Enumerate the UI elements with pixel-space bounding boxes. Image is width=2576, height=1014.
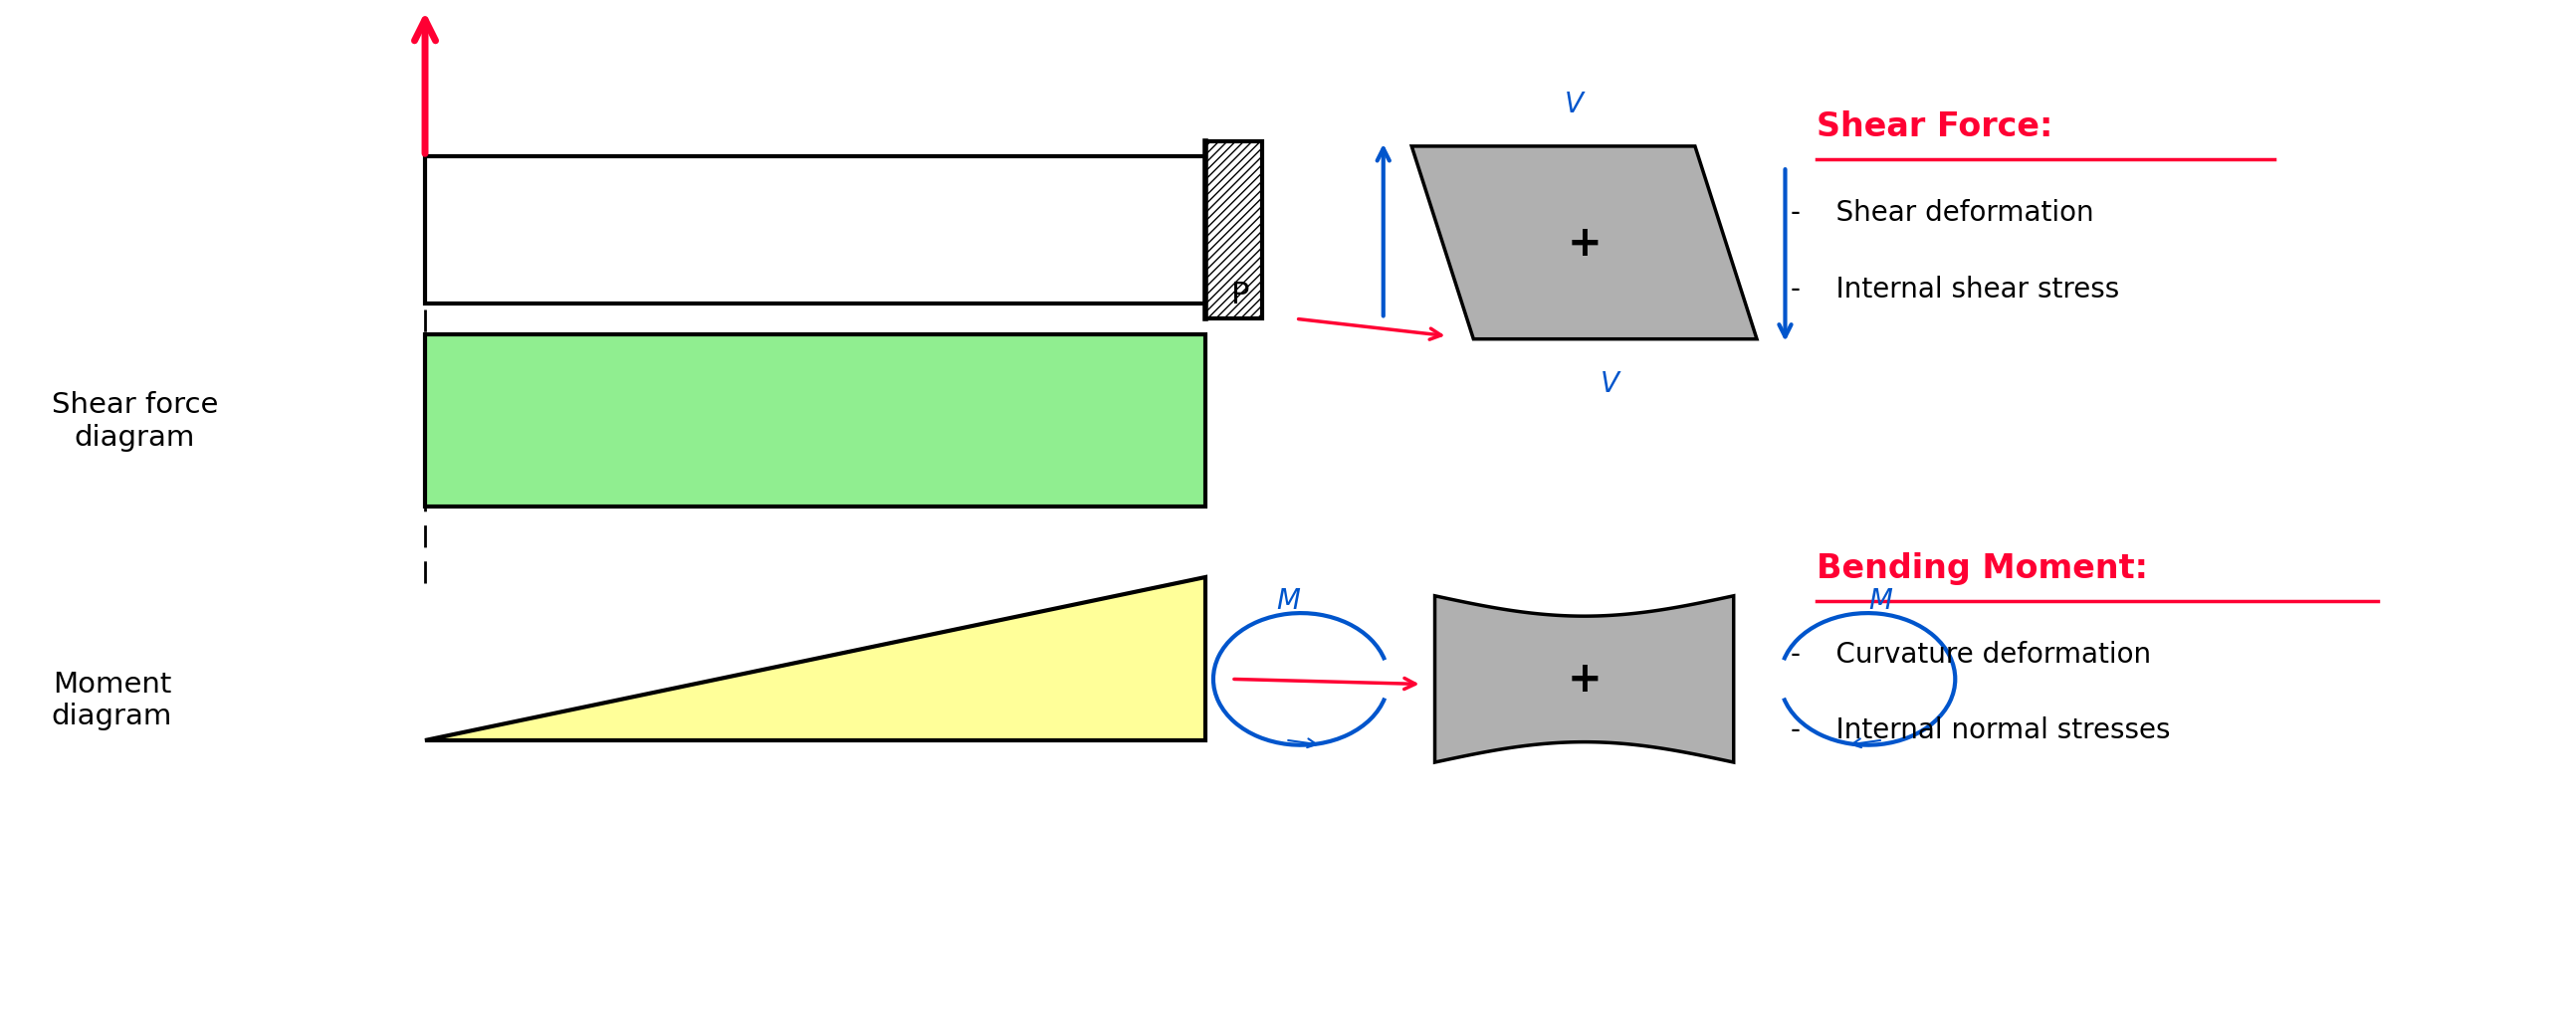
- Text: +: +: [1566, 222, 1602, 265]
- Text: Moment
diagram: Moment diagram: [52, 669, 173, 730]
- Polygon shape: [1412, 147, 1757, 340]
- Text: Bending Moment:: Bending Moment:: [1816, 552, 2148, 584]
- Polygon shape: [425, 335, 1206, 507]
- Text: M: M: [1275, 586, 1301, 614]
- Polygon shape: [425, 578, 1206, 740]
- Text: Shear force
diagram: Shear force diagram: [52, 390, 219, 451]
- Polygon shape: [1435, 596, 1734, 763]
- Text: V: V: [1564, 91, 1584, 119]
- Text: -    Curvature deformation: - Curvature deformation: [1790, 640, 2151, 668]
- Text: Shear Force:: Shear Force:: [1816, 111, 2053, 143]
- Polygon shape: [1206, 142, 1262, 319]
- Text: -    Shear deformation: - Shear deformation: [1790, 199, 2094, 227]
- Text: M: M: [1868, 586, 1893, 614]
- Text: V: V: [1600, 370, 1620, 397]
- Text: -    Internal normal stresses: - Internal normal stresses: [1790, 716, 2169, 744]
- Text: P: P: [1231, 281, 1249, 309]
- Text: +: +: [1566, 658, 1602, 701]
- Text: -    Internal shear stress: - Internal shear stress: [1790, 275, 2120, 303]
